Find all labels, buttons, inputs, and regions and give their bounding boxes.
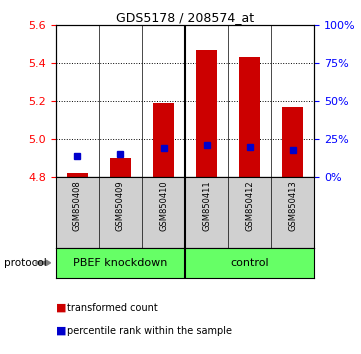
Text: GSM850410: GSM850410 — [159, 181, 168, 231]
Text: transformed count: transformed count — [67, 303, 157, 313]
Text: control: control — [230, 258, 269, 268]
Bar — [67, 173, 88, 177]
Text: GSM850413: GSM850413 — [288, 181, 297, 231]
Text: GSM850411: GSM850411 — [202, 181, 211, 231]
Bar — [153, 103, 174, 177]
Text: GSM850409: GSM850409 — [116, 181, 125, 231]
Text: protocol: protocol — [4, 258, 46, 268]
Text: GSM850412: GSM850412 — [245, 181, 254, 231]
Text: ■: ■ — [56, 303, 66, 313]
Text: PBEF knockdown: PBEF knockdown — [73, 258, 168, 268]
Bar — [239, 57, 260, 177]
Bar — [110, 158, 131, 177]
Text: GSM850408: GSM850408 — [73, 181, 82, 231]
Text: ■: ■ — [56, 326, 66, 336]
Text: percentile rank within the sample: percentile rank within the sample — [67, 326, 232, 336]
Bar — [196, 50, 217, 177]
Bar — [282, 107, 303, 177]
Title: GDS5178 / 208574_at: GDS5178 / 208574_at — [116, 11, 254, 24]
